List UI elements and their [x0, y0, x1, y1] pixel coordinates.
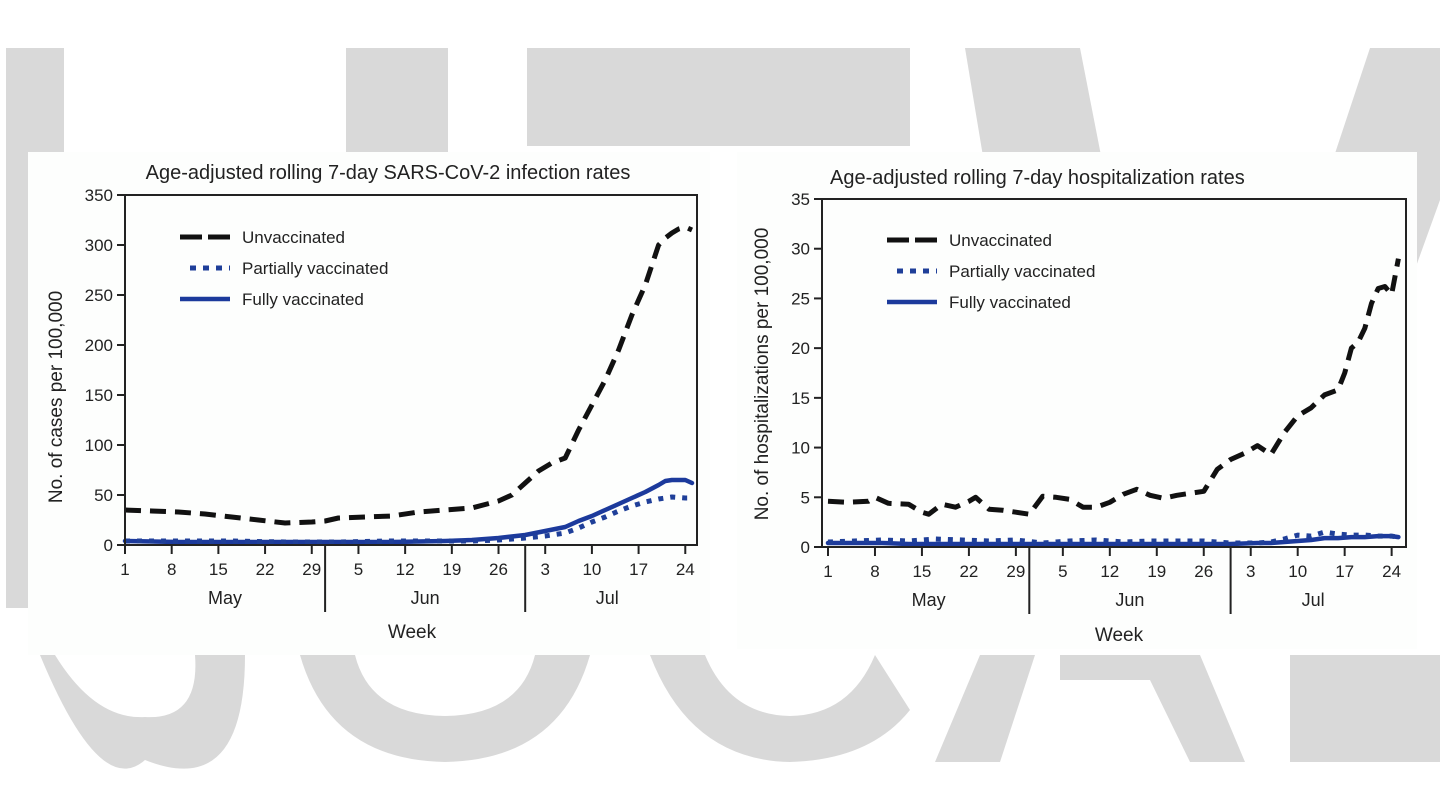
y-tick-label: 25: [791, 289, 810, 308]
x-tick-label: 29: [1006, 562, 1025, 581]
legend-label: Partially vaccinated: [242, 259, 388, 278]
x-tick-label: 15: [912, 562, 931, 581]
watermark-shape: [1290, 655, 1440, 762]
x-tick-label: 1: [120, 560, 129, 579]
month-label: Jul: [596, 588, 619, 608]
y-tick-label: 5: [801, 488, 810, 507]
y-tick-label: 150: [85, 386, 113, 405]
chart-title: Age-adjusted rolling 7-day hospitalizati…: [830, 167, 1245, 189]
x-tick-label: 22: [256, 560, 275, 579]
y-tick-label: 200: [85, 336, 113, 355]
x-axis-title: Week: [388, 622, 437, 643]
x-tick-label: 24: [676, 560, 695, 579]
series-line-partially-vaccinated: [827, 529, 1399, 546]
x-tick-label: 19: [1147, 562, 1166, 581]
x-tick-label: 10: [1288, 562, 1307, 581]
series-line-unvaccinated: [827, 258, 1401, 517]
x-tick-label: 1: [823, 562, 832, 581]
watermark-shape: [527, 48, 910, 146]
chart-title: Age-adjusted rolling 7-day SARS-CoV-2 in…: [146, 162, 631, 184]
watermark-shape: [650, 655, 910, 762]
legend-label: Unvaccinated: [242, 228, 345, 247]
series-line-partially-vaccinated: [125, 494, 692, 545]
hospitalization-rates-chart: Age-adjusted rolling 7-day hospitalizati…: [752, 167, 1407, 646]
x-tick-label: 8: [870, 562, 879, 581]
x-tick-label: 24: [1382, 562, 1401, 581]
watermark-shape: [40, 655, 245, 769]
x-tick-label: 19: [442, 560, 461, 579]
y-tick-label: 300: [85, 236, 113, 255]
series-line-fully-vaccinated: [825, 533, 1401, 547]
x-tick-label: 26: [489, 560, 508, 579]
x-tick-label: 12: [396, 560, 415, 579]
legend-label: Partially vaccinated: [949, 262, 1095, 281]
hospitalization-rates-chart-panel: Age-adjusted rolling 7-day hospitalizati…: [737, 152, 1417, 649]
watermark-shape: [300, 655, 590, 762]
x-tick-label: 5: [354, 560, 363, 579]
y-tick-label: 100: [85, 436, 113, 455]
y-tick-label: 30: [791, 240, 810, 259]
series-line-unvaccinated: [124, 224, 694, 526]
x-tick-label: 15: [209, 560, 228, 579]
infection-rates-chart-panel: Age-adjusted rolling 7-day SARS-CoV-2 in…: [28, 152, 710, 655]
legend-label: Fully vaccinated: [242, 290, 364, 309]
y-tick-label: 35: [791, 190, 810, 209]
plot-frame: [821, 198, 1407, 548]
y-tick-label: 350: [85, 186, 113, 205]
x-tick-label: 5: [1058, 562, 1067, 581]
x-tick-label: 10: [582, 560, 601, 579]
x-tick-label: 22: [959, 562, 978, 581]
x-tick-label: 12: [1100, 562, 1119, 581]
x-tick-label: 17: [1335, 562, 1354, 581]
y-tick-label: 0: [801, 538, 810, 557]
month-label: Jun: [411, 588, 440, 608]
watermark-shape: [1060, 655, 1245, 762]
y-tick-label: 20: [791, 339, 810, 358]
x-tick-label: 29: [302, 560, 321, 579]
y-tick-label: 250: [85, 286, 113, 305]
month-label: Jun: [1115, 590, 1144, 610]
x-axis-title: Week: [1095, 625, 1144, 646]
y-axis-title: No. of hospitalizations per 100,000: [752, 228, 773, 521]
y-axis-title: No. of cases per 100,000: [46, 291, 67, 503]
month-label: May: [912, 590, 946, 610]
x-tick-label: 3: [540, 560, 549, 579]
month-label: May: [208, 588, 242, 608]
x-tick-label: 26: [1194, 562, 1213, 581]
month-label: Jul: [1302, 590, 1325, 610]
infection-rates-chart: Age-adjusted rolling 7-day SARS-CoV-2 in…: [46, 162, 698, 643]
y-tick-label: 15: [791, 389, 810, 408]
y-tick-label: 10: [791, 439, 810, 458]
legend-label: Unvaccinated: [949, 231, 1052, 250]
y-tick-label: 0: [104, 536, 113, 555]
x-tick-label: 8: [167, 560, 176, 579]
x-tick-label: 3: [1246, 562, 1255, 581]
legend-label: Fully vaccinated: [949, 293, 1071, 312]
watermark-shape: [935, 655, 1035, 762]
y-tick-label: 50: [94, 486, 113, 505]
plot-frame: [124, 194, 698, 546]
x-tick-label: 17: [629, 560, 648, 579]
